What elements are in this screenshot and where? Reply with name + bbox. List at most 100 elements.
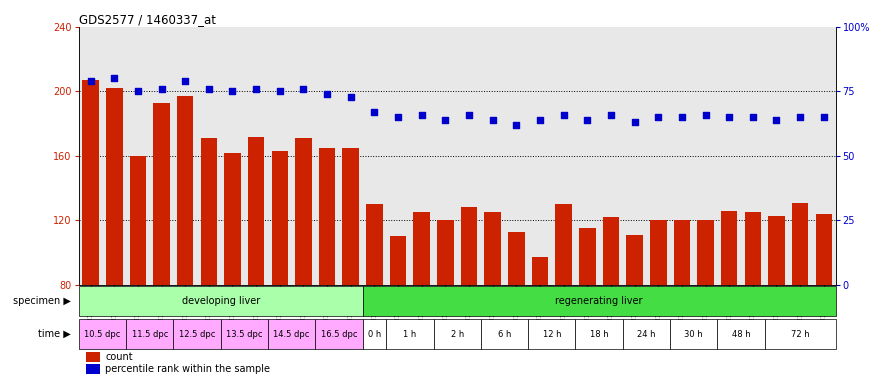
Text: 14.5 dpc: 14.5 dpc xyxy=(273,329,310,339)
Text: 6 h: 6 h xyxy=(498,329,511,339)
Text: 2 h: 2 h xyxy=(451,329,464,339)
Bar xyxy=(745,212,761,285)
Bar xyxy=(576,319,623,349)
Bar xyxy=(508,232,525,285)
Bar xyxy=(461,207,477,285)
Text: 12 h: 12 h xyxy=(542,329,561,339)
Bar xyxy=(153,103,170,285)
Text: regenerating liver: regenerating liver xyxy=(556,296,643,306)
Bar xyxy=(87,353,100,362)
Point xyxy=(627,119,641,126)
Bar xyxy=(718,319,765,349)
Point xyxy=(226,88,240,94)
Point xyxy=(368,109,382,115)
Text: GDS2577 / 1460337_at: GDS2577 / 1460337_at xyxy=(79,13,216,26)
Point xyxy=(509,122,523,128)
Point xyxy=(580,117,594,123)
Bar xyxy=(318,148,335,285)
Point xyxy=(651,114,665,120)
Point xyxy=(320,91,334,97)
Text: 10.5 dpc: 10.5 dpc xyxy=(84,329,121,339)
Point xyxy=(108,75,122,81)
Text: 1 h: 1 h xyxy=(403,329,416,339)
Bar xyxy=(173,319,220,349)
Bar xyxy=(485,212,501,285)
Text: 11.5 dpc: 11.5 dpc xyxy=(131,329,168,339)
Text: 24 h: 24 h xyxy=(637,329,655,339)
Bar xyxy=(200,138,217,285)
Point xyxy=(462,111,476,118)
Point xyxy=(84,78,98,84)
Text: 18 h: 18 h xyxy=(590,329,608,339)
Bar xyxy=(295,138,311,285)
Text: 72 h: 72 h xyxy=(791,329,809,339)
Bar xyxy=(315,319,362,349)
Text: 48 h: 48 h xyxy=(732,329,751,339)
Bar xyxy=(366,204,382,285)
Point xyxy=(556,111,570,118)
Bar xyxy=(765,319,836,349)
Text: 30 h: 30 h xyxy=(684,329,703,339)
Bar xyxy=(220,319,268,349)
Bar xyxy=(413,212,430,285)
Bar xyxy=(481,319,528,349)
Point xyxy=(816,114,830,120)
Bar xyxy=(389,237,406,285)
Point xyxy=(344,93,358,99)
Bar xyxy=(650,220,667,285)
Text: 13.5 dpc: 13.5 dpc xyxy=(226,329,262,339)
Bar xyxy=(342,148,359,285)
Point xyxy=(155,86,169,92)
Bar xyxy=(79,319,126,349)
Text: 0 h: 0 h xyxy=(368,329,381,339)
Point xyxy=(178,78,192,84)
Point xyxy=(769,117,783,123)
Point xyxy=(722,114,736,120)
Text: count: count xyxy=(105,352,133,362)
Bar xyxy=(224,153,241,285)
Bar xyxy=(433,319,481,349)
Bar xyxy=(623,319,670,349)
Point xyxy=(297,86,311,92)
Point xyxy=(438,117,452,123)
Bar xyxy=(697,220,714,285)
Point xyxy=(698,111,712,118)
Bar xyxy=(579,228,596,285)
Bar xyxy=(721,211,738,285)
Bar xyxy=(268,319,315,349)
Bar xyxy=(670,319,718,349)
Bar xyxy=(106,88,123,285)
Bar xyxy=(386,319,433,349)
Bar xyxy=(362,319,386,349)
Text: 16.5 dpc: 16.5 dpc xyxy=(320,329,357,339)
Text: time ▶: time ▶ xyxy=(38,329,71,339)
Bar xyxy=(816,214,832,285)
Point xyxy=(746,114,760,120)
Bar xyxy=(674,220,690,285)
Point xyxy=(202,86,216,92)
Bar xyxy=(248,137,264,285)
Bar xyxy=(768,215,785,285)
Point xyxy=(793,114,807,120)
Text: percentile rank within the sample: percentile rank within the sample xyxy=(105,364,270,374)
Point xyxy=(415,111,429,118)
Bar xyxy=(626,235,643,285)
Bar xyxy=(177,96,193,285)
Point xyxy=(604,111,618,118)
Bar xyxy=(79,286,362,316)
Bar xyxy=(528,319,576,349)
Bar xyxy=(438,220,453,285)
Bar xyxy=(603,217,620,285)
Text: developing liver: developing liver xyxy=(181,296,260,306)
Point xyxy=(273,88,287,94)
Bar xyxy=(532,257,549,285)
Bar xyxy=(126,319,173,349)
Bar xyxy=(130,156,146,285)
Bar xyxy=(82,80,99,285)
Text: 12.5 dpc: 12.5 dpc xyxy=(178,329,215,339)
Point xyxy=(675,114,689,120)
Bar xyxy=(271,151,288,285)
Bar xyxy=(87,364,100,374)
Point xyxy=(131,88,145,94)
Text: specimen ▶: specimen ▶ xyxy=(13,296,71,306)
